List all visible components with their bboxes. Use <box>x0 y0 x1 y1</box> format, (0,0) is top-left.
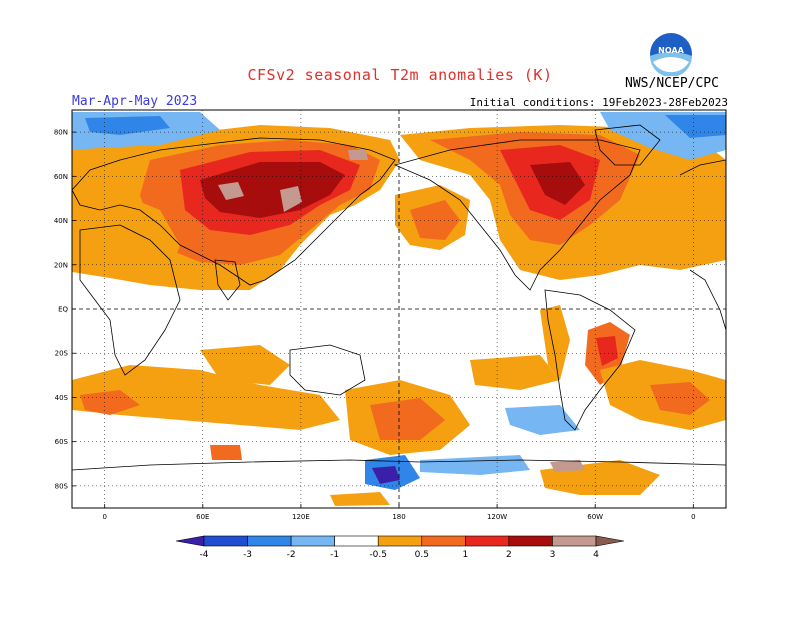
arctic-blue-right-deep <box>665 115 726 138</box>
spac-east-orange <box>470 355 560 390</box>
sio-orange <box>72 365 340 430</box>
lon-tick-label: 60W <box>587 513 603 521</box>
coast-africa <box>79 224 181 376</box>
lat-tick-label: 40S <box>55 394 69 402</box>
coast-greenland <box>594 124 661 166</box>
colorbar-label: -2 <box>287 550 296 560</box>
agency-label: NWS/NCEP/CPC <box>625 76 719 91</box>
arctic-blue-left-deep <box>85 116 170 135</box>
antarctic-tan <box>550 460 585 472</box>
coast-india <box>214 259 241 301</box>
coast-europe-right <box>679 159 726 176</box>
sam-orange <box>540 305 570 380</box>
lon-tick-label: 0 <box>691 513 695 521</box>
coast-namerica <box>393 139 641 291</box>
colorbar-box <box>334 535 379 547</box>
lat-tick-label: 80N <box>54 129 68 137</box>
colorbar-label: 2 <box>506 550 512 560</box>
colorbar-label: 0.5 <box>415 550 429 560</box>
eurasia-tan-3 <box>348 150 368 160</box>
antarctic-orange-2 <box>330 492 390 506</box>
colorbar-box <box>465 535 510 547</box>
noaa-logo-icon: NOAA <box>650 33 692 76</box>
s-africa-red <box>210 445 242 460</box>
africa-orange <box>72 190 180 280</box>
lat-tick-label: 20N <box>54 261 68 269</box>
lat-tick-label: 40N <box>54 217 68 225</box>
colorbar-box <box>377 535 423 547</box>
lon-tick-label: 120W <box>487 513 507 521</box>
colorbar-label: -4 <box>200 550 209 560</box>
sio-orange-2 <box>200 345 290 385</box>
npac-red <box>410 200 460 240</box>
coast-samerica <box>544 289 636 431</box>
axis-ticks: 80N 60N 40N 20N EQ 20S 40S 60S 80S 0 60E 120E 180 120… <box>54 129 696 521</box>
colorbar-label: -3 <box>243 550 252 560</box>
colorbar-box <box>203 535 248 547</box>
lon-tick-label: 120E <box>292 513 310 521</box>
svg-text:NOAA: NOAA <box>658 46 684 55</box>
lat-tick-label: 60N <box>54 173 68 181</box>
coastline-layer <box>72 124 726 471</box>
colorbar-box <box>552 535 597 547</box>
colorbar: -4 -3 -2 -1 -0.5 0.5 1 2 3 4 <box>175 535 625 560</box>
ross-deepblue <box>372 466 400 484</box>
colorbar-box <box>508 535 553 547</box>
colorbar-label: 3 <box>550 550 556 560</box>
colorbar-label: 1 <box>462 550 468 560</box>
initial-conditions-label: Initial conditions: 19Feb2023-28Feb2023 <box>469 96 728 109</box>
sam-deepred <box>596 336 618 366</box>
season-label: Mar-Apr-May 2023 <box>72 94 198 109</box>
colorbar-right-arrow <box>595 535 625 547</box>
spac-blue <box>505 405 580 435</box>
colorbar-box <box>290 535 335 547</box>
spac-red <box>370 398 445 440</box>
lon-tick-label: 180 <box>392 513 405 521</box>
colorbar-box <box>247 535 292 547</box>
lat-tick-label: 60S <box>55 438 69 446</box>
lon-tick-label: 60E <box>196 513 209 521</box>
coast-eurasia <box>72 137 396 286</box>
graticule <box>72 110 726 508</box>
satl-red <box>650 382 710 415</box>
lat-tick-label: 80S <box>55 482 69 490</box>
coast-africa-right <box>689 269 726 331</box>
eurasia-darkred <box>200 162 345 218</box>
anomaly-fill-layer <box>72 112 726 506</box>
map-title: CFSv2 seasonal T2m anomalies (K) <box>247 66 553 84</box>
colorbar-label: -0.5 <box>369 550 387 560</box>
colorbar-left-arrow <box>175 535 205 547</box>
colorbar-box <box>421 535 466 547</box>
lat-tick-label: 20S <box>55 350 69 358</box>
coast-australia <box>289 344 366 396</box>
colorbar-label: -1 <box>330 550 339 560</box>
eurasia-tan-2 <box>280 186 302 212</box>
colorbar-label: 4 <box>593 550 599 560</box>
eurasia-tan-1 <box>218 182 244 200</box>
namerica-darkred <box>530 162 585 205</box>
lon-tick-label: 0 <box>102 513 106 521</box>
lat-tick-label: EQ <box>58 306 68 314</box>
sio-red <box>80 390 140 415</box>
coast-antarctica <box>72 459 726 471</box>
